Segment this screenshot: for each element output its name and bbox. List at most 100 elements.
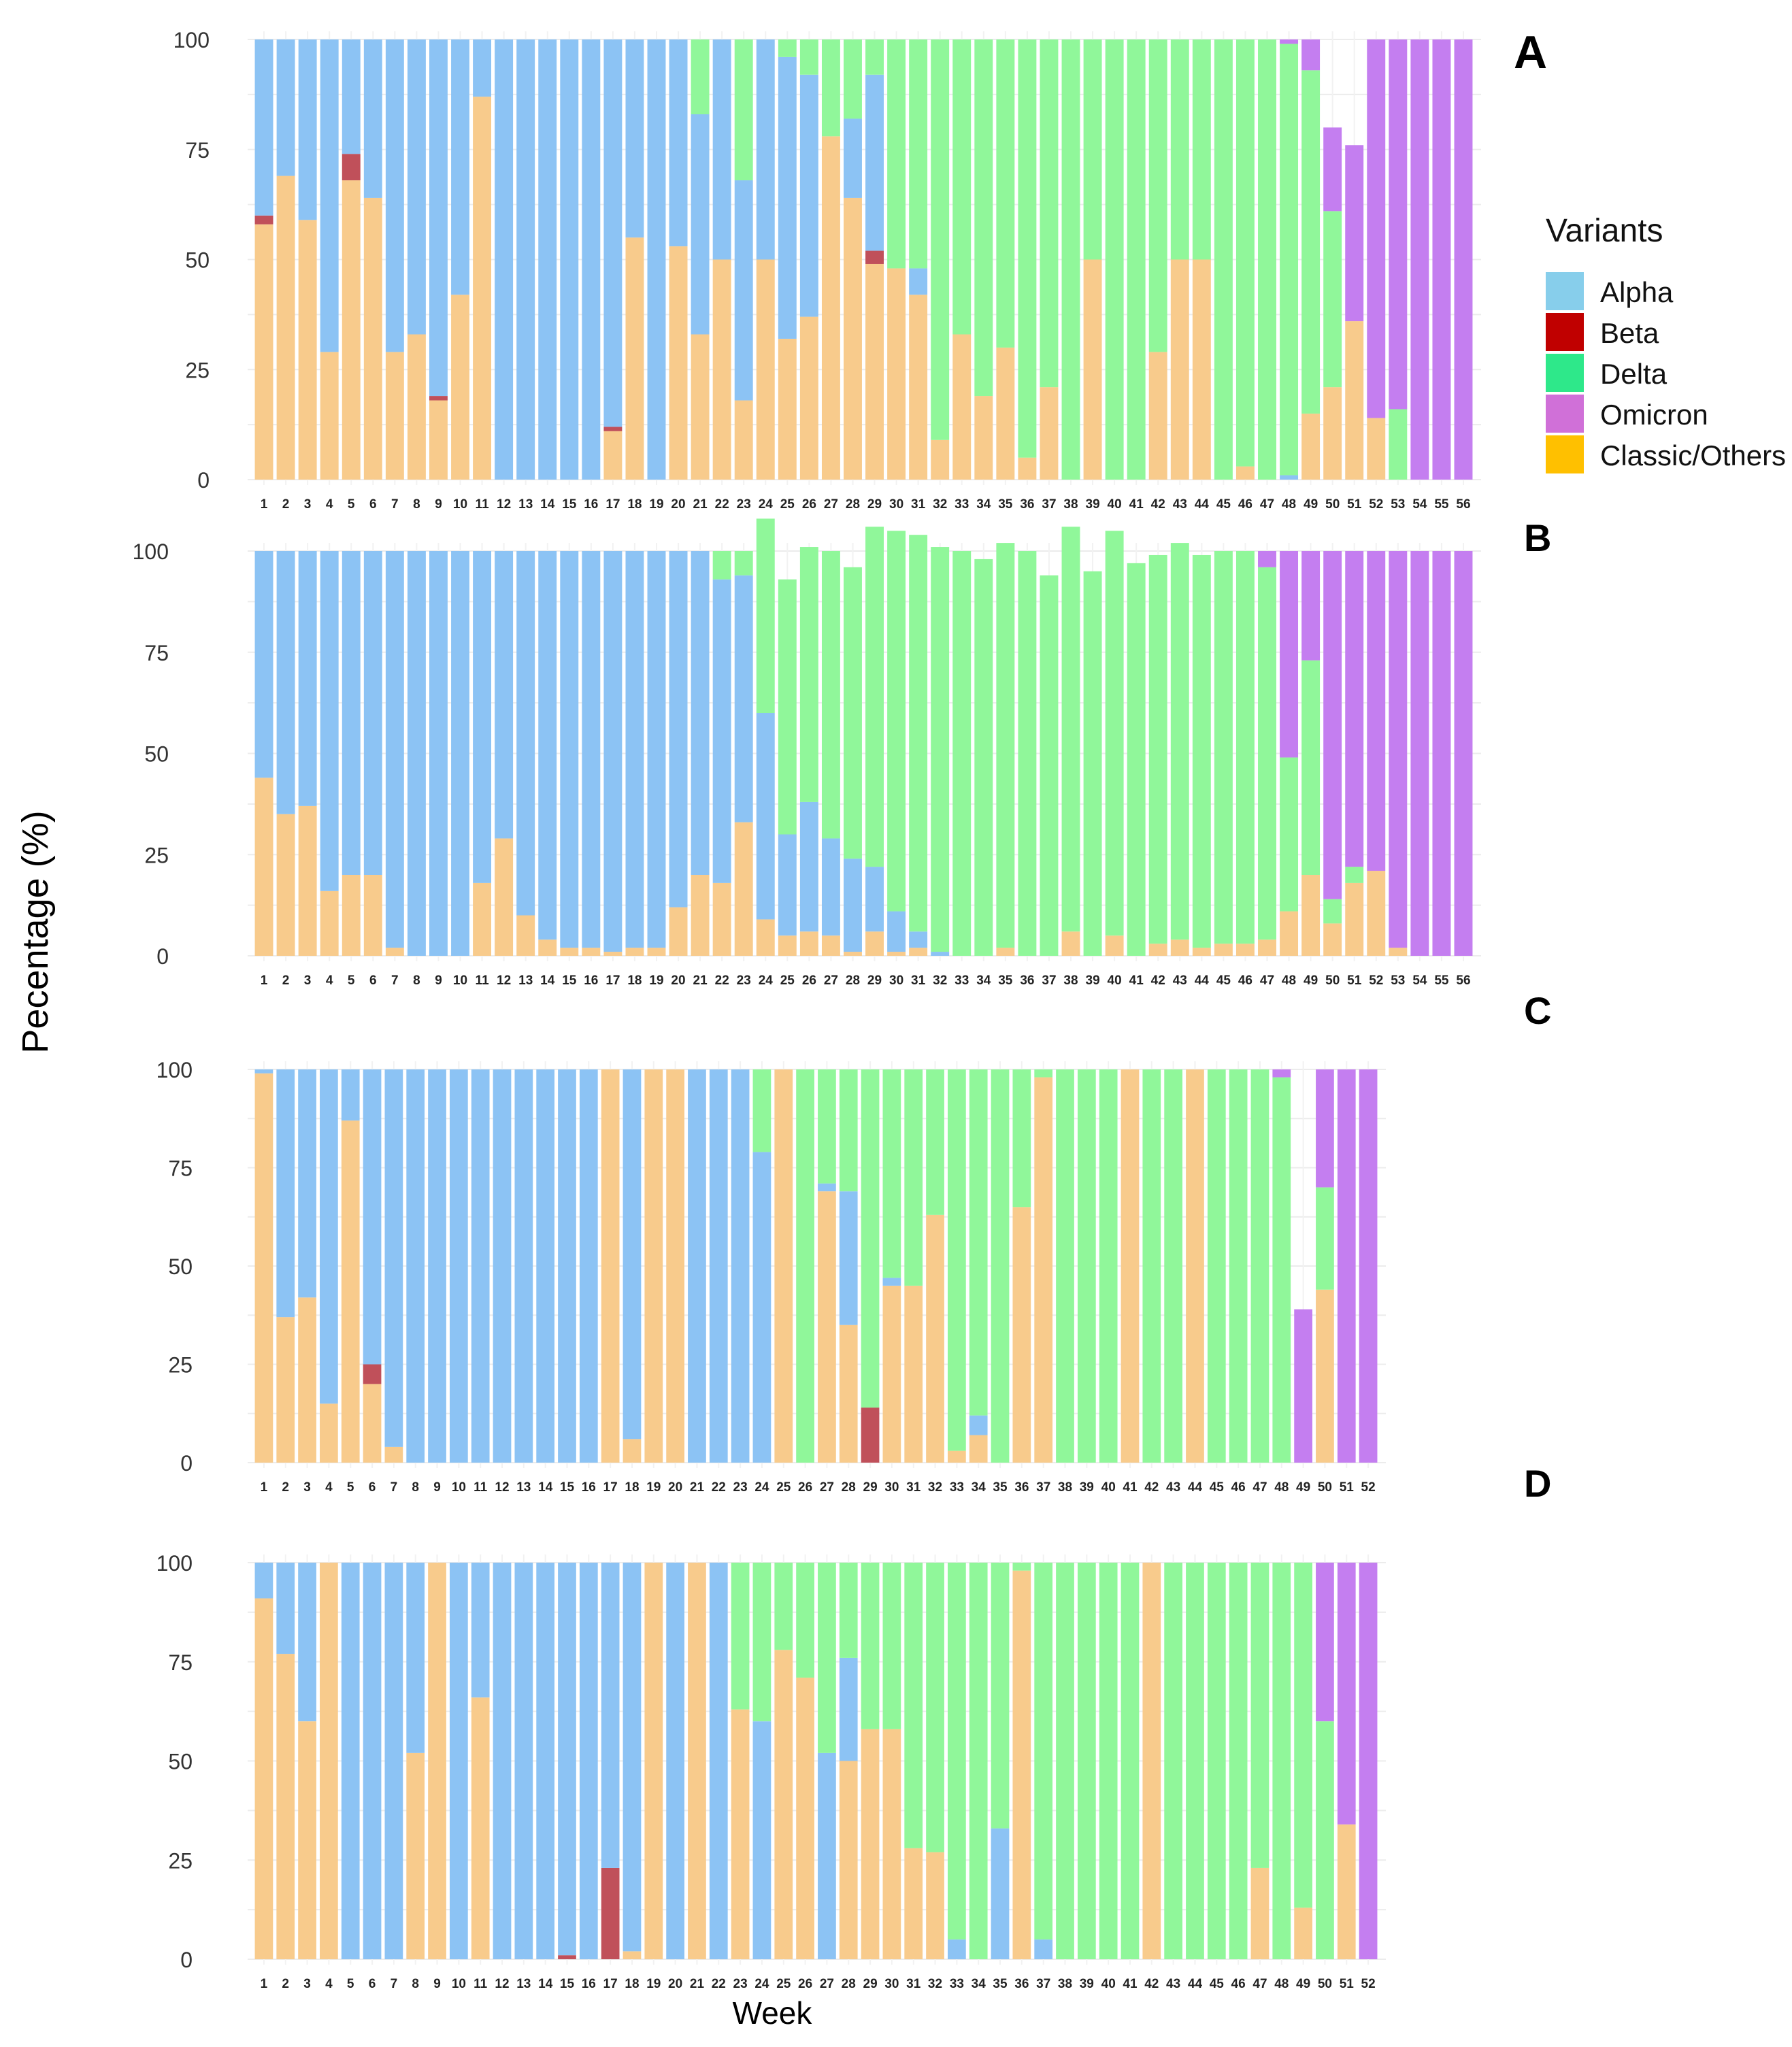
bar-segment-classic-others-week-42 xyxy=(1142,1563,1161,1959)
bar-segment-alpha-week-2 xyxy=(276,1563,295,1654)
x-tick-label: 7 xyxy=(391,973,399,988)
bar-segment-alpha-week-11 xyxy=(473,551,492,883)
bar-segment-alpha-week-17 xyxy=(603,551,623,952)
bar-segment-classic-others-week-2 xyxy=(276,1654,295,1959)
x-tick-label: 23 xyxy=(737,497,751,512)
bar-segment-classic-others-week-3 xyxy=(298,220,317,480)
x-tick-labels: 1 2 3 4 5 6 7 8 9 10 11 12 13 14 15 16 17 18 19 20 21 22 23 24 2… xyxy=(261,1480,1376,1495)
bar-segment-delta-week-42 xyxy=(1148,554,1167,944)
bar-segment-alpha-week-20 xyxy=(669,39,688,247)
bar-segment-classic-others-week-23 xyxy=(734,400,753,480)
bar-segment-alpha-week-1 xyxy=(254,39,273,216)
bar-segment-alpha-week-13 xyxy=(516,551,535,916)
y-tick-label: 50 xyxy=(168,1750,193,1774)
bar-segment-delta-week-41 xyxy=(1127,39,1146,480)
bar-segment-delta-week-43 xyxy=(1170,39,1189,260)
x-tick-label: 23 xyxy=(733,1977,748,1991)
y-tick-label: 50 xyxy=(144,742,169,767)
y-tick-label: 0 xyxy=(197,468,210,493)
bar-segment-alpha-week-4 xyxy=(320,551,339,891)
x-tick-label: 6 xyxy=(369,1480,376,1495)
x-tick-label: 39 xyxy=(1086,497,1100,512)
bar-segment-delta-week-29 xyxy=(865,39,884,75)
bar-segment-omicron-week-47 xyxy=(1258,551,1276,567)
bar-segment-alpha-week-1 xyxy=(254,551,273,778)
x-tick-label: 49 xyxy=(1296,1977,1310,1991)
bar-segment-classic-others-week-34 xyxy=(969,1435,988,1463)
bar-segment-classic-others-week-42 xyxy=(1148,944,1167,956)
bar-segment-delta-week-37 xyxy=(1040,39,1059,388)
bar-segment-classic-others-week-29 xyxy=(865,931,884,956)
bar-segment-alpha-week-7 xyxy=(385,39,404,352)
bar-segment-omicron-week-50 xyxy=(1323,127,1342,212)
bar-segment-delta-week-30 xyxy=(882,1069,901,1278)
bar-segment-classic-others-week-36 xyxy=(1018,457,1037,480)
x-tick-label: 50 xyxy=(1318,1977,1332,1991)
x-tick-label: 26 xyxy=(802,973,816,988)
bar-segment-beta-week-17 xyxy=(601,1867,620,1959)
bar-segment-delta-week-26 xyxy=(799,547,818,802)
y-tick-label: 25 xyxy=(144,843,169,867)
legend-label: Delta xyxy=(1600,358,1667,390)
bar-segment-delta-week-22 xyxy=(712,551,731,580)
bar-segment-delta-week-34 xyxy=(969,1563,988,1959)
bar-segment-alpha-week-28 xyxy=(844,118,862,198)
x-tick-label: 51 xyxy=(1347,973,1362,988)
x-tick-label: 24 xyxy=(754,1977,769,1991)
x-tick-label: 47 xyxy=(1252,1480,1267,1495)
x-tick-label: 47 xyxy=(1252,1977,1267,1991)
bar-segment-omicron-week-50 xyxy=(1316,1563,1334,1722)
bar-segment-alpha-week-6 xyxy=(363,551,382,875)
x-tick-labels: 1 2 3 4 5 6 7 8 9 10 11 12 13 14 15 16 17 18 19 20 21 22 23 24 2… xyxy=(261,973,1471,988)
bar-segment-delta-week-50 xyxy=(1316,1721,1334,1959)
x-tick-label: 34 xyxy=(976,973,991,988)
x-tick-label: 29 xyxy=(867,973,882,988)
x-axis-title: Week xyxy=(733,1995,813,2031)
x-tick-label: 13 xyxy=(518,973,533,988)
bar-segment-alpha-week-11 xyxy=(471,1563,490,1698)
x-tick-label: 52 xyxy=(1361,1977,1376,1991)
bar-segment-classic-others-week-50 xyxy=(1316,1289,1334,1463)
bar-segment-delta-week-48 xyxy=(1280,757,1299,912)
bar-segment-alpha-week-18 xyxy=(625,39,644,238)
bar-segment-alpha-week-16 xyxy=(579,1563,598,1959)
x-tick-label: 1 xyxy=(261,497,268,512)
bar-segment-classic-others-week-8 xyxy=(407,334,426,480)
bar-segment-delta-week-24 xyxy=(756,518,775,713)
panel-label: B xyxy=(1524,516,1551,559)
bar-segment-classic-others-week-27 xyxy=(818,1191,836,1463)
x-tick-label: 5 xyxy=(347,1977,354,1991)
bar-segment-delta-week-43 xyxy=(1164,1563,1183,1959)
x-tick-label: 56 xyxy=(1456,497,1470,512)
x-tick-label: 14 xyxy=(538,1480,553,1495)
x-tick-label: 39 xyxy=(1086,973,1100,988)
x-tick-label: 6 xyxy=(369,497,377,512)
legend-label: Beta xyxy=(1600,317,1659,349)
x-tick-label: 41 xyxy=(1123,1977,1138,1991)
bar-segment-alpha-week-7 xyxy=(385,551,404,948)
x-tick-label: 34 xyxy=(972,1480,986,1495)
bar-segment-classic-others-week-18 xyxy=(625,948,644,956)
bar-segment-classic-others-week-28 xyxy=(844,197,862,480)
x-tick-label: 3 xyxy=(304,973,312,988)
bar-segment-beta-week-6 xyxy=(363,1364,382,1384)
x-tick-label: 43 xyxy=(1166,1480,1180,1495)
bar-segment-delta-week-30 xyxy=(887,531,906,912)
bar-segment-classic-others-week-25 xyxy=(778,935,797,956)
x-tick-label: 34 xyxy=(976,497,991,512)
bar-segment-alpha-week-8 xyxy=(406,1069,425,1463)
bar-segment-alpha-week-8 xyxy=(406,1563,425,1753)
x-tick-label: 14 xyxy=(540,497,555,512)
bar-segment-classic-others-week-12 xyxy=(495,838,514,956)
bar-segment-omicron-week-50 xyxy=(1316,1069,1334,1188)
bar-segment-delta-week-44 xyxy=(1186,1563,1204,1959)
y-tick-label: 100 xyxy=(156,1058,193,1082)
bar-segment-alpha-week-29 xyxy=(865,867,884,932)
bar-segment-alpha-week-28 xyxy=(844,859,862,952)
bar-segment-delta-week-32 xyxy=(931,547,950,952)
bar-segment-delta-week-48 xyxy=(1272,1077,1291,1463)
bar-segment-alpha-week-21 xyxy=(688,1069,706,1463)
legend-item: Delta xyxy=(1546,354,1667,392)
